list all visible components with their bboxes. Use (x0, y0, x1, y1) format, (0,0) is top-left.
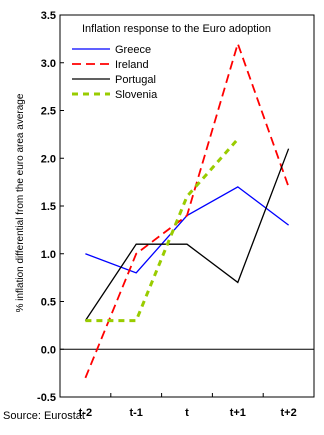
y-tick-label: 0.0 (41, 344, 56, 356)
y-tick-label: 3.5 (41, 10, 56, 22)
x-tick-label: t+1 (230, 407, 246, 419)
source-note: Source: Eurostat (3, 410, 85, 422)
y-tick-label: 1.0 (41, 249, 56, 261)
y-tick-label: 2.5 (41, 106, 56, 118)
y-axis: -0.5 0.0 0.5 1.0 1.5 2.0 2.5 3.0 3.5 (37, 10, 314, 404)
y-tick-label: 3.0 (41, 58, 56, 70)
series-lines (84, 40, 290, 379)
plot-area (59, 14, 315, 398)
legend-label-slovenia: Slovenia (115, 89, 158, 101)
y-tick-label: 2.0 (41, 153, 56, 165)
legend: Greece Ireland Portugal Slovenia (72, 44, 158, 101)
legend-label-ireland: Ireland (115, 59, 149, 71)
x-axis: t-2 t-1 t t+1 t+2 (59, 393, 315, 419)
x-tick-label: t (185, 407, 189, 419)
y-tick-label: -0.5 (37, 392, 56, 404)
series-line-slovenia (85, 138, 239, 323)
y-tick-label: 0.5 (41, 297, 56, 309)
x-tick-label: t-2 (79, 407, 92, 419)
series-line-portugal (84, 148, 290, 321)
x-tick-label: t-1 (129, 407, 142, 419)
chart-title: Inflation response to the Euro adoption (82, 23, 271, 35)
series-line-ireland (84, 40, 290, 379)
legend-label-greece: Greece (115, 44, 151, 56)
y-axis-label: % inflation differential from the euro a… (15, 93, 26, 312)
y-tick-label: 1.5 (41, 201, 56, 213)
legend-label-portugal: Portugal (115, 74, 156, 86)
x-tick-label: t+2 (280, 407, 296, 419)
